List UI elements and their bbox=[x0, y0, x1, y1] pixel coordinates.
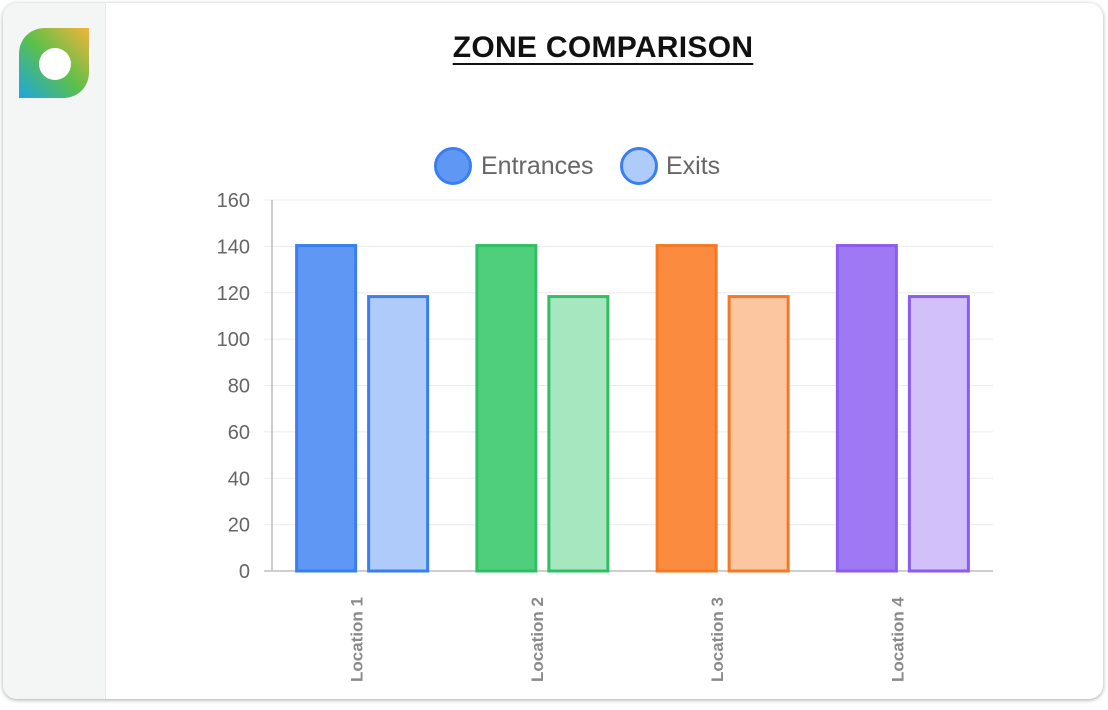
bar-exits-1 bbox=[367, 295, 430, 573]
page-title: ZONE COMPARISON bbox=[452, 31, 754, 64]
bar-entrances-3 bbox=[655, 244, 718, 573]
bar-entrances-1 bbox=[295, 244, 358, 573]
x-tick-label: Location 4 bbox=[888, 596, 907, 682]
y-tick-label: 100 bbox=[217, 329, 250, 351]
bar-entrances-2 bbox=[475, 244, 538, 573]
x-tick-label: Location 2 bbox=[528, 597, 547, 682]
sidebar bbox=[3, 3, 106, 699]
y-tick-label: 80 bbox=[228, 376, 250, 398]
x-tick-label: Location 1 bbox=[348, 597, 367, 682]
y-tick-label: 120 bbox=[217, 283, 250, 305]
bar-entrances-4 bbox=[835, 244, 898, 573]
bar-exits-4 bbox=[907, 295, 970, 573]
legend-swatch-exits bbox=[620, 147, 658, 185]
legend-swatch-entrances bbox=[434, 147, 472, 185]
legend-label-exits: Exits bbox=[666, 152, 720, 180]
legend-label-entrances: Entrances bbox=[481, 152, 594, 180]
y-tick-label: 40 bbox=[228, 468, 250, 490]
y-tick-label: 60 bbox=[228, 422, 250, 444]
y-tick-label: 160 bbox=[217, 190, 250, 212]
bar-exits-3 bbox=[727, 295, 790, 573]
app-logo-icon[interactable] bbox=[19, 28, 89, 98]
x-tick-label: Location 3 bbox=[708, 597, 727, 682]
bar-exits-2 bbox=[547, 295, 610, 573]
y-tick-label: 0 bbox=[239, 561, 250, 583]
y-tick-label: 20 bbox=[228, 515, 250, 537]
y-tick-label: 140 bbox=[217, 236, 250, 258]
